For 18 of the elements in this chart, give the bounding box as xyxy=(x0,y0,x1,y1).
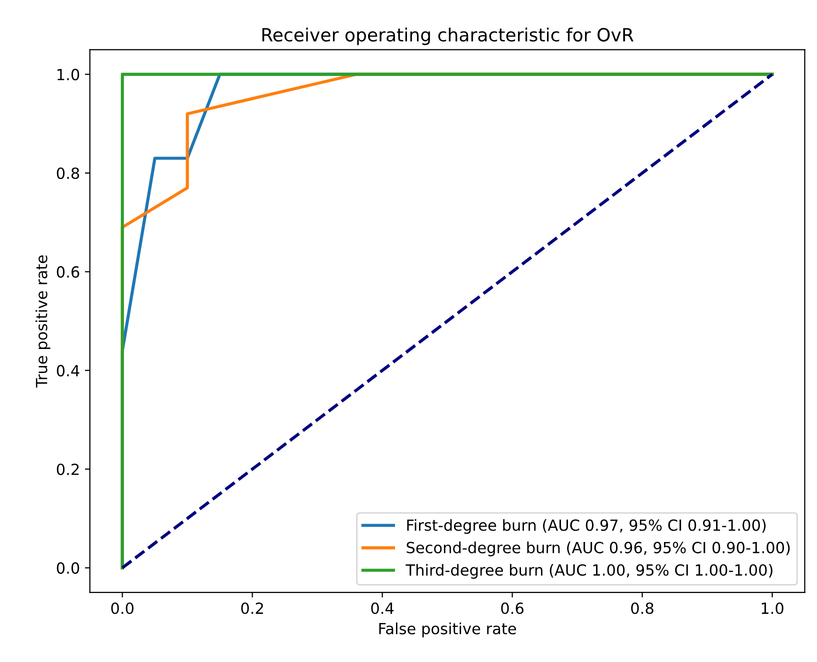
chart-title: Receiver operating characteristic for OvR xyxy=(262,28,634,46)
x-tick-label: 0.8 xyxy=(631,602,654,614)
y-tick-label: 1.0 xyxy=(58,68,80,80)
y-axis-title: True positive rate xyxy=(36,255,50,388)
y-tick-label: 0.0 xyxy=(56,562,80,574)
x-tick-label: 1.0 xyxy=(762,602,784,614)
y-tick-label: 0.6 xyxy=(56,266,80,278)
legend-label: Third-degree burn (AUC 1.00, 95% CI 1.00-1.00) xyxy=(406,564,772,579)
y-tick-label: 0.2 xyxy=(56,464,79,476)
x-tick-label: 0.6 xyxy=(501,602,524,614)
x-tick-label: 0.4 xyxy=(371,602,394,614)
x-tick-label: 0.0 xyxy=(111,602,134,614)
y-tick-label: 0.4 xyxy=(56,364,80,376)
legend-label: Second-degree burn (AUC 0.96, 95% CI 0.90-1.00) xyxy=(406,542,790,556)
y-tick-label: 0.8 xyxy=(56,167,80,180)
x-axis-title: False positive rate xyxy=(379,622,516,638)
legend-label: First-degree burn (AUC 0.97, 95% CI 0.91-1.00) xyxy=(407,519,766,534)
x-tick-label: 0.2 xyxy=(241,602,263,614)
